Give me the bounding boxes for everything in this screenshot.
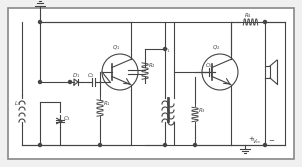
Circle shape (163, 143, 166, 146)
Circle shape (38, 21, 41, 24)
Text: $Q_2$: $Q_2$ (212, 43, 220, 52)
Text: $D_1$: $D_1$ (72, 71, 80, 80)
Circle shape (69, 80, 72, 84)
Circle shape (264, 143, 266, 146)
Text: $C_2$: $C_2$ (87, 71, 95, 80)
Text: $R_3$: $R_3$ (198, 106, 206, 115)
Circle shape (194, 143, 197, 146)
Circle shape (264, 21, 266, 24)
Text: $C_5$: $C_5$ (205, 61, 213, 70)
Text: $R_1$: $R_1$ (103, 99, 111, 108)
Text: $+$: $+$ (248, 134, 255, 143)
Circle shape (98, 143, 101, 146)
Text: $L_1$: $L_1$ (14, 99, 21, 108)
Text: $V_{cc}$: $V_{cc}$ (252, 137, 262, 146)
Text: $T_1$: $T_1$ (163, 46, 170, 55)
Circle shape (38, 80, 41, 84)
Text: $-$: $-$ (268, 136, 275, 142)
Text: $R_2$: $R_2$ (148, 61, 156, 70)
Circle shape (38, 143, 41, 146)
Text: $C_3$: $C_3$ (63, 114, 71, 123)
Circle shape (163, 47, 166, 50)
Text: $R_4$: $R_4$ (244, 11, 252, 20)
Text: $Q_1$: $Q_1$ (112, 43, 120, 52)
